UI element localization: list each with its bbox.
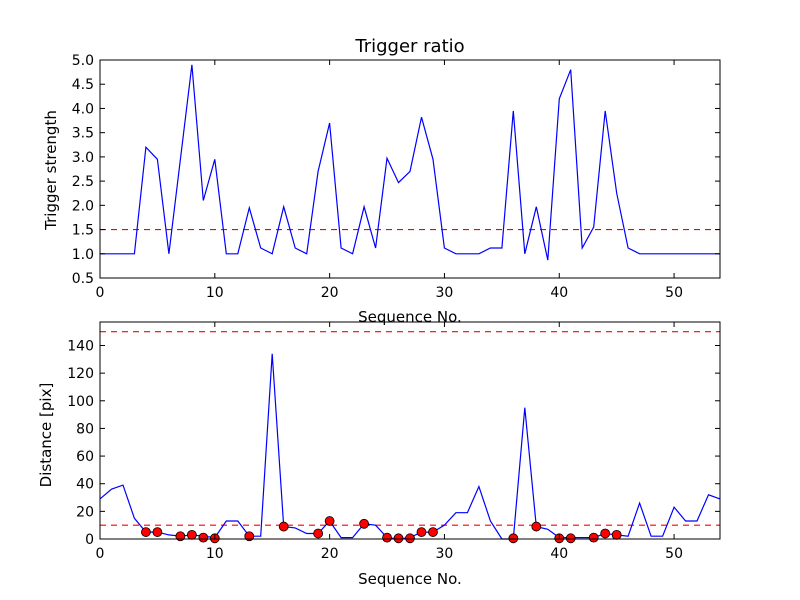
y-axis-label: Distance [pix] (37, 383, 55, 488)
y-tick-label: 2.0 (72, 198, 94, 214)
data-point (428, 527, 438, 537)
data-point (382, 532, 392, 543)
y-tick-label: 140 (67, 338, 94, 354)
chart-title: Trigger ratio (354, 36, 464, 57)
y-tick-label: 5.0 (72, 53, 94, 69)
data-point (141, 527, 151, 537)
x-axis-label: Sequence No. (358, 308, 462, 326)
y-tick-label: 4.0 (72, 101, 94, 117)
x-tick-label: 50 (665, 546, 683, 562)
x-tick-label: 0 (96, 285, 105, 301)
x-tick-label: 0 (96, 546, 105, 562)
panel-trigger-ratio: Trigger ratio 0 10 20 30 40 50 0.5 1.0 1.5 2.0 2.5… (42, 36, 721, 326)
x-tick-label: 40 (550, 546, 568, 562)
y-tick-label: 3.5 (72, 126, 94, 142)
data-point (393, 533, 404, 544)
series-line (100, 64, 720, 261)
x-tick-label: 10 (206, 546, 224, 562)
x-tick-label: 10 (206, 285, 224, 301)
y-tick-label: 80 (76, 421, 94, 437)
y-tick-label: 4.5 (72, 77, 94, 93)
data-point (611, 529, 622, 540)
plot-area: 0 10 20 30 40 50 0 20 40 60 80 100 120 140 (67, 321, 721, 562)
data-point (175, 531, 186, 542)
plot-area: 0 10 20 30 40 50 0.5 1.0 1.5 2.0 2.5 3.0 3.5 4.0 4.5 5.… (72, 53, 721, 301)
y-tick-label: 120 (67, 366, 94, 382)
y-tick-label: 60 (76, 449, 94, 465)
y-tick-label: 3.0 (72, 150, 94, 166)
data-point (278, 521, 289, 532)
panel-distance: 0 10 20 30 40 50 0 20 40 60 80 100 120 140 Sequence N… (37, 321, 721, 588)
data-point (313, 528, 324, 539)
data-point (565, 533, 576, 544)
plot-frame (99, 321, 721, 540)
data-point (531, 521, 542, 532)
x-axis-label: Sequence No. (358, 570, 462, 588)
series-line (99, 353, 721, 540)
y-axis-label: Trigger strength (42, 110, 60, 231)
data-point (588, 532, 599, 543)
data-point (405, 533, 415, 544)
data-point (198, 532, 209, 543)
y-tick-label: 0.5 (72, 271, 94, 287)
x-tick-label: 20 (321, 285, 339, 301)
x-tick-label: 40 (550, 285, 568, 301)
plot-frame (99, 59, 721, 279)
y-tick-label: 0 (85, 532, 94, 548)
x-tick-label: 30 (436, 546, 454, 562)
data-point (152, 527, 163, 537)
x-tick-label: 20 (321, 546, 339, 562)
data-point (600, 528, 611, 539)
y-tick-label: 1.0 (72, 247, 94, 263)
x-tick-label: 30 (436, 285, 454, 301)
data-point (508, 533, 519, 544)
data-point (324, 516, 335, 526)
y-tick-label: 2.5 (72, 174, 94, 190)
data-point (186, 529, 197, 540)
y-tick-label: 20 (76, 504, 94, 520)
x-tick-label: 50 (665, 285, 683, 301)
data-point (416, 527, 427, 537)
data-point (359, 518, 369, 529)
y-tick-label: 1.5 (72, 223, 94, 239)
data-point (244, 531, 255, 542)
y-tick-label: 100 (67, 394, 94, 410)
y-tick-label: 40 (76, 477, 94, 493)
